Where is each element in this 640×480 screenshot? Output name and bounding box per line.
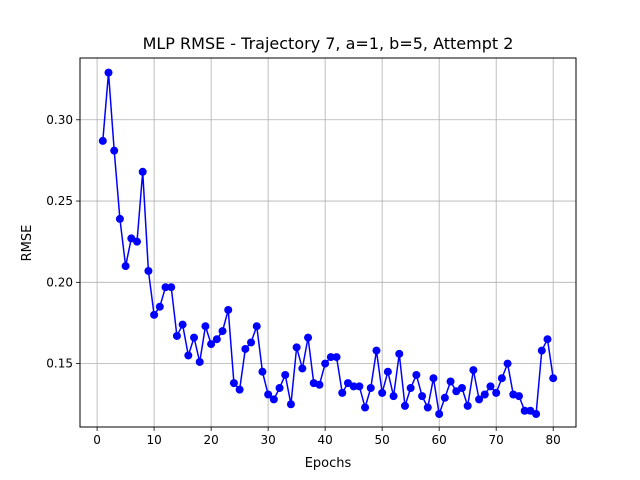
y-tick-label: 0.30 <box>46 113 73 127</box>
data-point <box>264 390 273 399</box>
data-point <box>486 382 495 391</box>
x-tick-label: 0 <box>93 433 101 447</box>
data-point <box>446 377 455 386</box>
x-axis-label: Epochs <box>305 456 352 471</box>
data-point <box>133 237 142 246</box>
data-point <box>418 392 427 401</box>
y-tick-label: 0.25 <box>46 194 73 208</box>
data-point <box>326 353 335 362</box>
y-tick-label: 0.20 <box>46 275 73 289</box>
data-point <box>520 406 529 415</box>
data-point <box>212 335 221 344</box>
data-point <box>475 395 484 404</box>
x-tick-label: 40 <box>318 433 333 447</box>
data-point <box>98 136 107 145</box>
data-point <box>378 388 387 397</box>
data-point <box>207 340 216 349</box>
data-point <box>332 353 341 362</box>
data-point <box>497 374 506 383</box>
data-point <box>349 382 358 391</box>
data-point <box>321 359 330 368</box>
data-point <box>190 333 199 342</box>
data-point <box>361 403 370 412</box>
y-axis-label: RMSE <box>20 225 35 262</box>
data-point <box>104 68 113 77</box>
data-point <box>184 351 193 360</box>
data-point <box>167 283 176 292</box>
data-point <box>469 366 478 375</box>
data-point <box>492 388 501 397</box>
x-tick-label: 60 <box>432 433 447 447</box>
data-point <box>172 331 181 340</box>
data-point <box>201 322 210 331</box>
data-point <box>224 305 233 314</box>
data-point <box>355 382 364 391</box>
data-point <box>383 367 392 376</box>
data-point <box>252 322 261 331</box>
data-point <box>155 302 164 311</box>
data-point <box>292 343 301 352</box>
data-point <box>195 357 204 366</box>
data-point <box>543 335 552 344</box>
x-tick-label: 80 <box>546 433 561 447</box>
plot-area <box>98 68 558 418</box>
x-tick-label: 10 <box>146 433 161 447</box>
data-point <box>110 146 119 155</box>
data-point <box>275 383 284 392</box>
data-point <box>372 346 381 355</box>
chart-title: MLP RMSE - Trajectory 7, a=1, b=5, Attem… <box>143 34 514 53</box>
data-point <box>549 374 558 383</box>
x-tick-label: 20 <box>203 433 218 447</box>
data-point <box>366 383 375 392</box>
data-point <box>150 310 159 319</box>
data-point <box>138 167 147 176</box>
data-point <box>406 383 415 392</box>
data-point <box>315 380 324 389</box>
data-point <box>440 393 449 402</box>
data-point <box>229 379 238 388</box>
data-point <box>395 349 404 358</box>
data-point <box>304 333 313 342</box>
data-point <box>423 403 432 412</box>
data-point <box>258 367 267 376</box>
data-point <box>435 409 444 418</box>
data-point <box>115 214 124 223</box>
data-point <box>389 392 398 401</box>
data-point <box>514 392 523 401</box>
data-point <box>178 320 187 329</box>
data-point <box>235 385 244 394</box>
data-point <box>281 370 290 379</box>
data-point <box>241 344 250 353</box>
data-point <box>121 262 130 271</box>
data-point <box>532 409 541 418</box>
data-point <box>537 346 546 355</box>
axes-frame <box>79 57 577 428</box>
data-point <box>503 359 512 368</box>
data-point <box>338 388 347 397</box>
x-tick-label: 70 <box>489 433 504 447</box>
data-point <box>400 401 409 410</box>
data-point <box>218 327 227 336</box>
data-point <box>247 338 256 347</box>
ticks: 0 10 20 30 40 50 60 70 80 0.15 0.20 0.25 0.30 <box>46 113 561 447</box>
data-point <box>457 383 466 392</box>
data-point <box>269 395 278 404</box>
data-point <box>429 374 438 383</box>
x-tick-label: 50 <box>375 433 390 447</box>
data-point <box>298 364 307 373</box>
data-point <box>463 401 472 410</box>
data-point <box>144 266 153 275</box>
data-point <box>480 390 489 399</box>
y-tick-label: 0.15 <box>46 357 73 371</box>
x-tick-label: 30 <box>260 433 275 447</box>
data-point <box>286 400 295 409</box>
data-point <box>412 370 421 379</box>
data-point <box>161 283 170 292</box>
grid <box>80 58 576 427</box>
